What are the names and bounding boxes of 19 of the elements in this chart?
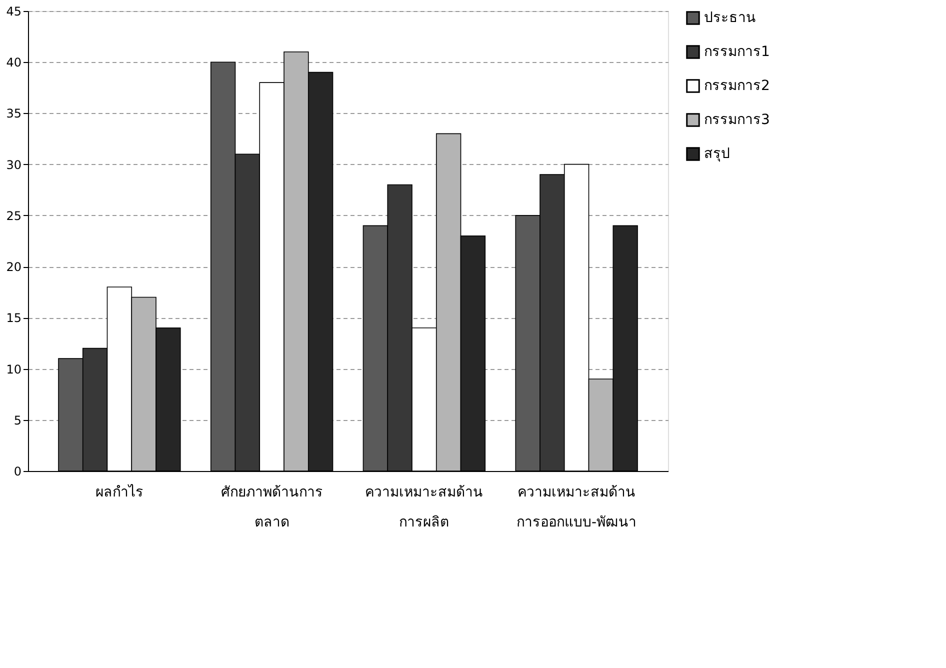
y-tick-label: 20 (6, 260, 22, 274)
y-tick-label: 25 (6, 208, 22, 223)
legend-label: สรุป (704, 146, 730, 162)
x-tick-label: ศักยภาพด้านการ ตลาด (220, 484, 323, 530)
y-tick-label: 5 (14, 413, 22, 428)
x-tick-label: ความเหมาะสมด้าน การผลิต (365, 484, 484, 530)
x-tick-label: ผลกำไร (95, 484, 144, 500)
y-tick-label: 35 (6, 106, 22, 121)
legend-label: ประธาน (704, 10, 756, 26)
y-tick-label: 45 (6, 4, 22, 18)
x-tick-label: ความเหมาะสมด้าน การออกแบบ-พัฒนา (516, 484, 637, 530)
y-tick-label: 40 (6, 56, 22, 70)
y-tick-label: 10 (6, 362, 22, 376)
legend-label: กรรมการ1 (704, 44, 770, 60)
legend-label: กรรมการ2 (704, 78, 770, 94)
legend-label: กรรมการ3 (704, 112, 770, 128)
y-tick-label: 15 (6, 311, 22, 326)
y-tick-label: 30 (6, 158, 22, 172)
y-tick-label: 0 (14, 464, 22, 478)
